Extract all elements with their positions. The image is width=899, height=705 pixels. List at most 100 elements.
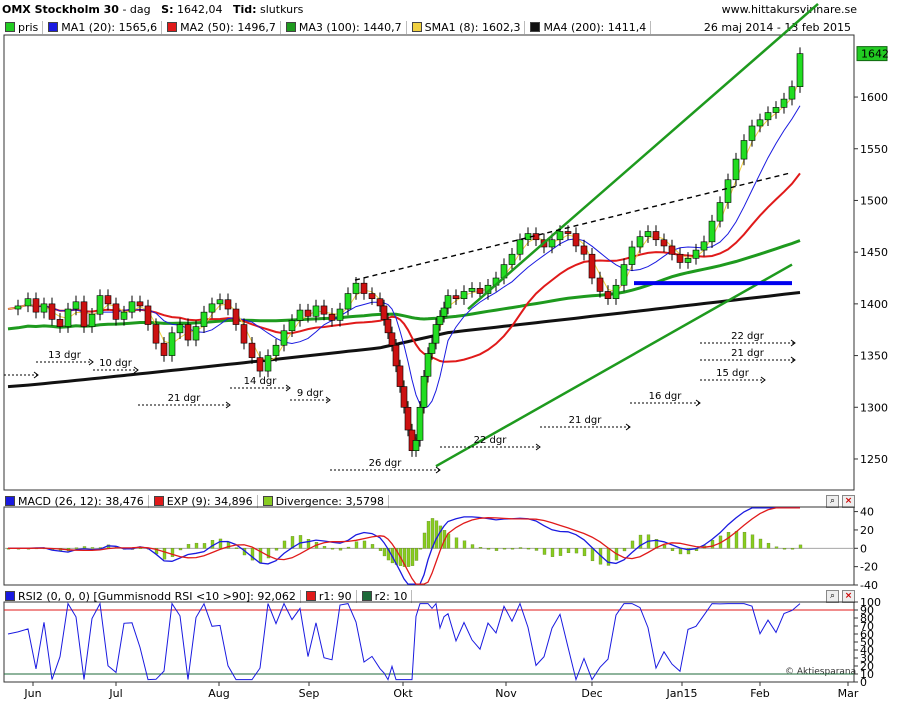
candle (548, 239, 556, 248)
y-tick-label: 1350 (860, 350, 888, 363)
cycle-arrowhead (790, 356, 796, 364)
x-tick-label: Dec (581, 687, 602, 700)
cycle-label: 10 dgr (99, 358, 133, 369)
candle (344, 293, 352, 310)
cycle-arrowhead (695, 399, 701, 407)
legend-label: MACD (26, 12): 38,476 (18, 495, 144, 508)
rsi-legend-item: RSI2 (0, 0, 0) [Gummisnodd RSI <10 >90]:… (2, 590, 301, 603)
divergence-bar (330, 548, 335, 550)
legend-label: MA3 (100): 1440,7 (298, 21, 402, 34)
candle (304, 309, 312, 317)
candle (336, 308, 344, 321)
divergence-bar (402, 548, 407, 567)
legend-label: Divergence: 3,5798 (275, 495, 384, 508)
divergence-bar (590, 548, 595, 562)
divergence-bar (178, 548, 183, 551)
rsi-y-tick-label: 0 (860, 676, 867, 689)
candle (668, 245, 676, 255)
x-tick-label: Feb (750, 687, 769, 700)
y-tick-label: 1400 (860, 298, 888, 311)
macd-y-tick-label: -40 (860, 579, 878, 592)
candle (320, 305, 328, 315)
candle (288, 320, 296, 332)
candle (152, 324, 160, 344)
cycle-label: 13 dgr (48, 350, 82, 361)
legend-swatch (5, 496, 15, 506)
price-legend-item: MA3 (100): 1440,7 (283, 21, 407, 34)
site-url[interactable]: www.hittakursvinnare.se (721, 3, 857, 16)
candle (476, 288, 484, 294)
lower-channel-line (435, 263, 793, 468)
cycle-label: 15 dgr (716, 368, 750, 379)
macd-legend: MACD (26, 12): 38,476 EXP (9): 34,896 Dive… (2, 495, 391, 508)
candle (280, 330, 288, 346)
divergence-bar (766, 542, 771, 549)
candle (460, 291, 468, 299)
legend-label: r2: 10 (374, 590, 408, 603)
cycle-arrowhead (33, 371, 39, 379)
divergence-bar (266, 548, 271, 559)
candle (248, 342, 256, 358)
candle (692, 249, 700, 259)
divergence-bar (418, 548, 423, 550)
legend-swatch (361, 591, 372, 601)
divergence-bar (710, 539, 715, 549)
candle (620, 264, 628, 286)
candle (240, 324, 248, 344)
last-label: S: (161, 3, 174, 16)
candle (604, 291, 612, 299)
rsi-legend-item: r1: 90 (303, 590, 357, 603)
candle (412, 440, 420, 452)
candle (136, 301, 144, 307)
candle (684, 258, 692, 263)
candle (700, 241, 708, 251)
legend-label: SMA1 (8): 1602,3 (424, 21, 521, 34)
price-panel-frame (3, 34, 855, 491)
candle (400, 386, 408, 408)
instrument-name: OMX Stockholm 30 (2, 3, 119, 16)
exp-line (8, 507, 800, 585)
candle (192, 326, 200, 341)
divergence-bar (90, 547, 95, 549)
rsi-y-tick-label: 70 (860, 620, 874, 633)
macd-y-tick-label: 20 (860, 524, 874, 537)
candle (312, 305, 320, 317)
candle (756, 119, 764, 127)
y-tick-label: 1500 (860, 194, 888, 207)
candle (772, 107, 780, 113)
divergence-bar (414, 548, 419, 561)
divergence-bar (446, 533, 451, 549)
candle (432, 324, 440, 344)
divergence-bar (494, 548, 499, 551)
cycle-arrowhead (625, 423, 631, 431)
candle (516, 239, 524, 255)
divergence-bar (742, 531, 747, 549)
last-price-label: 1642 (861, 48, 889, 61)
rsi-y-tick-label: 20 (860, 660, 874, 673)
candle (328, 313, 336, 321)
candle (104, 295, 112, 305)
divergence-bar (282, 540, 287, 549)
chart-header: OMX Stockholm 30 - dag S: 1642,04 Tid: s… (2, 3, 304, 16)
ma2-line (7, 172, 801, 363)
candle (452, 295, 460, 299)
candle (256, 357, 264, 372)
last-price-tag (856, 46, 888, 62)
time-label: Tid: (232, 3, 257, 16)
cycle-arrowhead (325, 396, 331, 404)
resistance-line (354, 171, 793, 281)
rsi-y-tick-label: 40 (860, 644, 874, 657)
x-tick-label: Nov (495, 687, 517, 700)
candle (716, 202, 724, 222)
candle (572, 233, 580, 247)
candle (740, 140, 748, 160)
candle (208, 303, 216, 313)
divergence-bar (382, 548, 387, 557)
price-legend-item: MA1 (20): 1565,6 (45, 21, 163, 34)
candle (376, 298, 384, 307)
cycle-arrowhead (435, 466, 441, 474)
divergence-bar (478, 547, 483, 549)
legend-swatch (153, 496, 164, 506)
macd-panel-frame (3, 506, 855, 586)
y-tick-label: 1600 (860, 91, 888, 104)
